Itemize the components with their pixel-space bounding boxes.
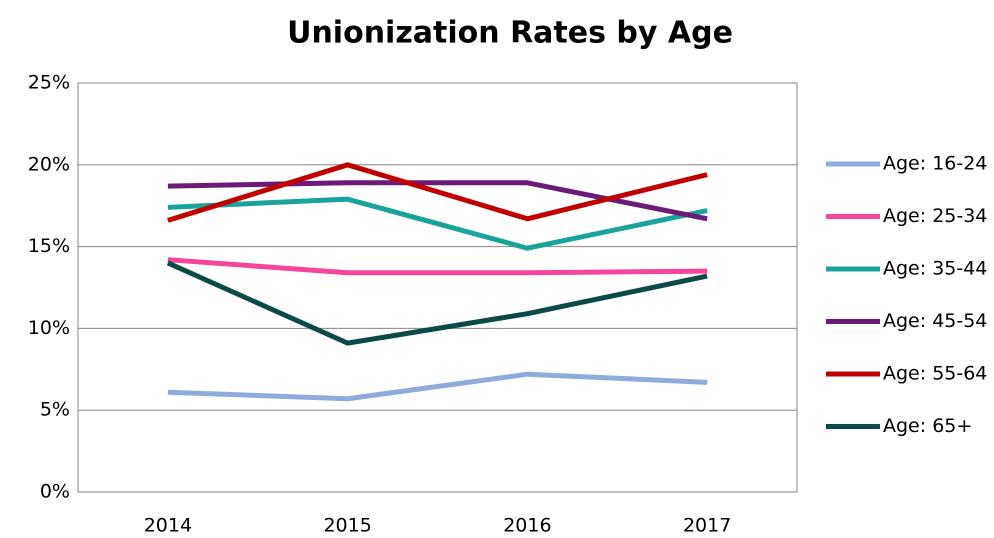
legend-label: Age: 16-24 <box>883 153 987 175</box>
x-tick-label: 2016 <box>503 515 551 537</box>
series-line <box>167 257 708 276</box>
x-tick-label: 2015 <box>323 515 371 537</box>
y-tick-label: 10% <box>28 317 70 339</box>
y-tick-label: 20% <box>28 153 70 175</box>
series-line <box>167 180 708 222</box>
legend-label: Age: 25-34 <box>883 205 987 227</box>
series-line <box>167 196 708 251</box>
y-tick-label: 15% <box>28 235 70 257</box>
y-tick-label: 25% <box>28 72 70 94</box>
legend-label: Age: 45-54 <box>883 310 987 332</box>
x-tick-label: 2014 <box>144 515 192 537</box>
series-line <box>166 260 708 346</box>
y-tick-label: 5% <box>40 399 70 421</box>
series-line <box>167 371 708 402</box>
x-tick-label: 2017 <box>683 515 731 537</box>
legend-label: Age: 55-64 <box>883 363 987 385</box>
legend-label: Age: 35-44 <box>883 258 987 280</box>
y-tick-label: 0% <box>40 481 70 503</box>
chart-title: Unionization Rates by Age <box>287 16 733 51</box>
plot-area <box>77 82 798 493</box>
series-line <box>167 162 708 223</box>
legend-label: Age: 65+ <box>883 415 972 437</box>
